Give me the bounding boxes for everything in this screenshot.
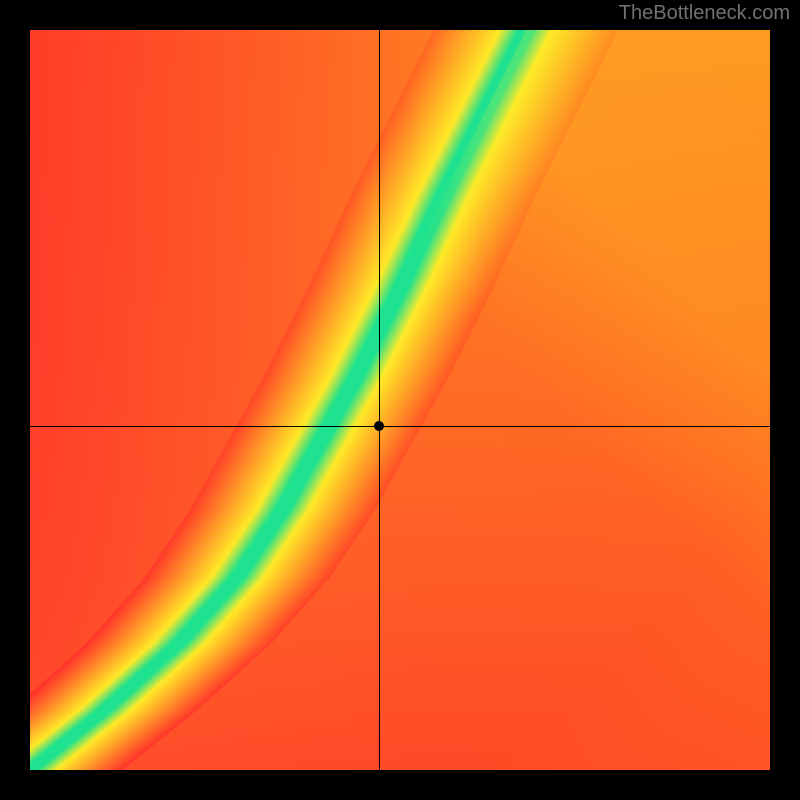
crosshair-marker [374, 421, 384, 431]
watermark-text: TheBottleneck.com [619, 2, 790, 25]
crosshair-horizontal [30, 426, 770, 427]
crosshair-vertical [379, 30, 380, 770]
heatmap-canvas [30, 30, 770, 770]
heatmap-plot [30, 30, 770, 770]
